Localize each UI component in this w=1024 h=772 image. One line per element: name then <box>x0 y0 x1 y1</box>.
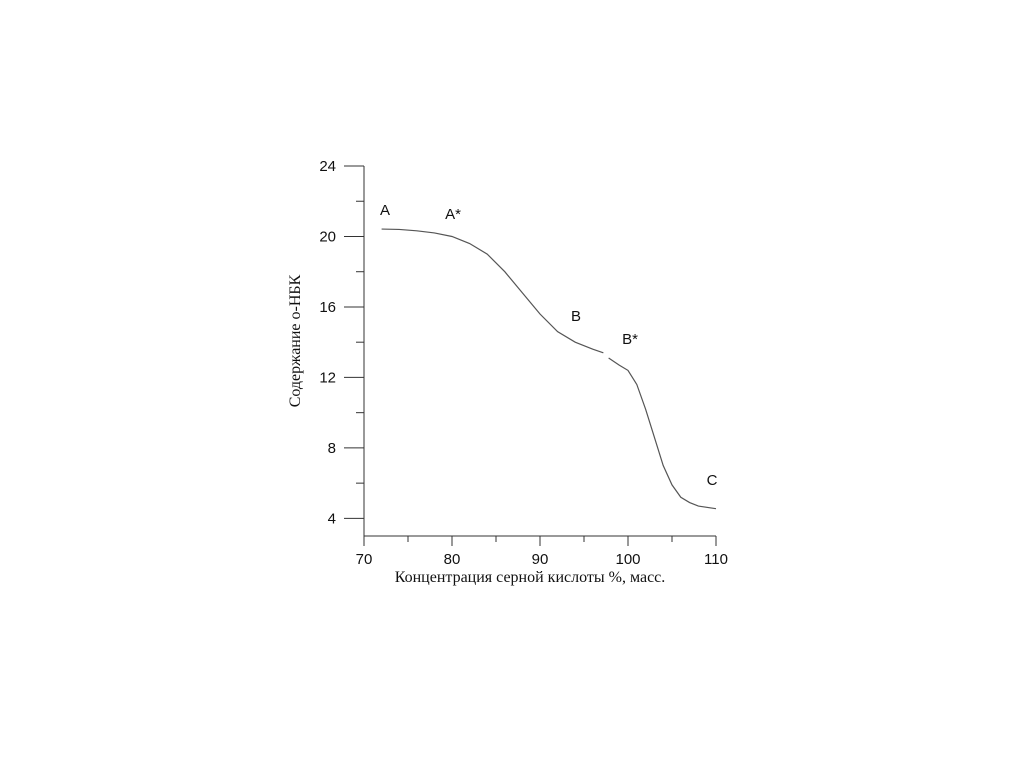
y-tick-label: 24 <box>319 158 336 175</box>
y-tick-label: 12 <box>319 369 336 386</box>
x-axis-label: Концентрация серной кислоты %, масс. <box>395 569 666 586</box>
x-tick-label: 100 <box>615 551 640 568</box>
x-tick-label: 70 <box>356 551 373 568</box>
annotation: B <box>571 308 581 325</box>
y-tick-label: 20 <box>319 228 336 245</box>
line-series <box>381 228 717 510</box>
x-tick-label: 110 <box>704 551 728 568</box>
annotation: A* <box>445 206 461 223</box>
y-tick-label: 4 <box>328 510 336 527</box>
annotation: A <box>380 202 390 219</box>
y-axis-label: Содержание о-НБК <box>287 274 304 407</box>
annotation: C <box>707 472 718 489</box>
y-tick-label: 16 <box>319 299 336 316</box>
annotation: B* <box>622 331 638 348</box>
x-tick-label: 90 <box>532 551 549 568</box>
y-tick-label: 8 <box>328 440 336 457</box>
x-tick-label: 80 <box>444 551 461 568</box>
